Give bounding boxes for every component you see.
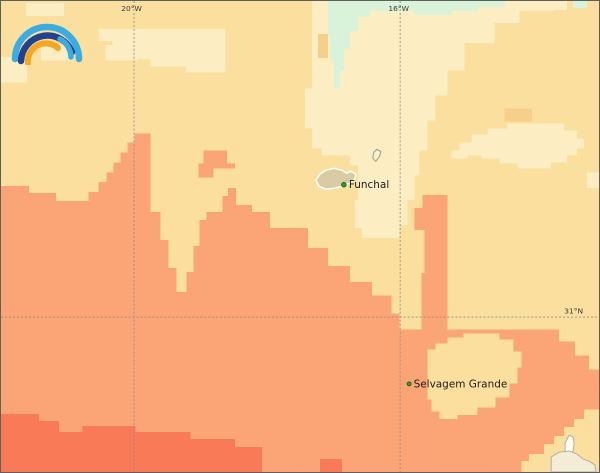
funchal-label: Funchal — [349, 179, 389, 191]
tenerife-island — [550, 450, 597, 472]
logo-orange-arc — [24, 40, 61, 65]
region-mint — [327, 1, 505, 89]
selvagem-grande-marker-dot — [406, 381, 412, 387]
porto-santo-island-outline — [372, 148, 382, 162]
meridian-16w-label: 16°W — [388, 4, 409, 13]
region-salmon-band — [414, 195, 448, 330]
parallel-31n-label: 31°N — [564, 307, 583, 316]
region-cream-patch — [105, 44, 138, 61]
region-tan-selvagem-blob — [427, 333, 522, 420]
logo-outer-arc — [11, 23, 83, 63]
region-medium-tan-patch — [504, 108, 533, 122]
region-medium-tan-patch — [317, 33, 328, 58]
meridian-20w-label: 20°W — [121, 4, 142, 13]
region-cream-patch — [40, 44, 73, 61]
selvagem-grande-label: Selvagem Grande — [414, 378, 508, 390]
region-cream-central — [304, 1, 555, 238]
region-red-orange — [1, 414, 263, 472]
region-red-orange-patch — [319, 459, 342, 472]
region-cream-topleft — [98, 28, 226, 73]
region-mint-patch — [573, 1, 588, 8]
region-cream-right-wedge — [451, 123, 585, 169]
region-cream-patch — [25, 2, 64, 16]
region-cream-patch — [587, 172, 599, 189]
ipma-rainbow-logo-icon — [11, 23, 83, 65]
logo-inner-blue-arc — [57, 36, 74, 60]
funchal-marker-dot — [341, 182, 347, 188]
region-cream-patch — [504, 1, 568, 10]
region-salmon-patch — [198, 150, 236, 178]
